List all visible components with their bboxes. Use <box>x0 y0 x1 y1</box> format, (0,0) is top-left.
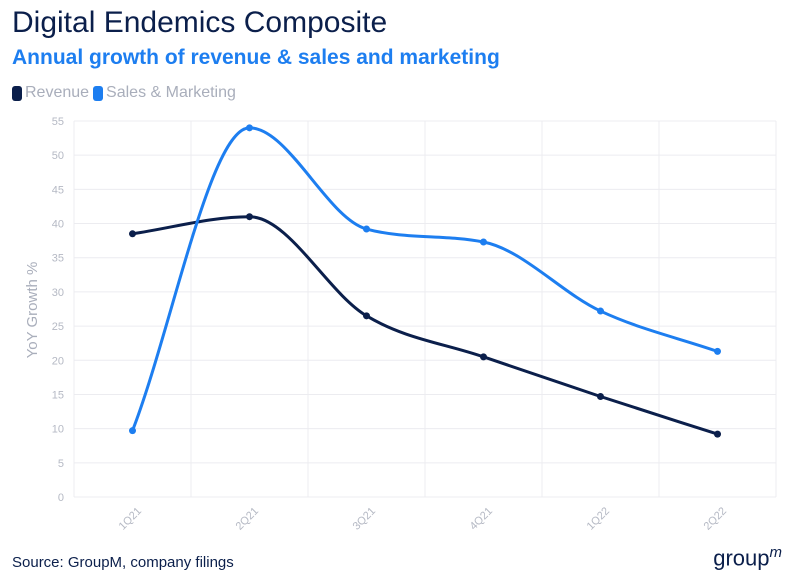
data-point-revenue-1q21 <box>129 230 136 238</box>
legend-swatch-sales-marketing <box>93 85 104 101</box>
x-tick-label: 3Q21 <box>351 505 379 533</box>
data-point-sales-marketing-1q22 <box>597 307 604 315</box>
y-tick-label: 30 <box>52 287 64 299</box>
y-tick-label: 20 <box>52 355 64 367</box>
x-tick-label: 4Q21 <box>468 505 496 533</box>
legend-swatch-revenue <box>12 85 22 101</box>
chart-subtitle: Annual growth of revenue & sales and mar… <box>12 46 500 69</box>
y-tick-label: 5 <box>58 458 64 470</box>
x-tick-label: 1Q22 <box>585 505 613 533</box>
data-point-sales-marketing-1q21 <box>129 427 136 435</box>
y-tick-label: 50 <box>52 150 64 162</box>
legend-item-sales-marketing[interactable]: Sales & Marketing <box>93 84 236 102</box>
data-point-revenue-1q22 <box>597 393 604 401</box>
legend: Revenue Sales & Marketing <box>12 84 240 102</box>
logo-sup: m <box>769 543 783 561</box>
data-point-sales-marketing-4q21 <box>480 238 487 246</box>
x-tick-label: 1Q21 <box>117 505 145 533</box>
y-tick-label: 25 <box>52 321 64 333</box>
logo-text: group <box>713 545 770 570</box>
legend-label-sales-marketing: Sales & Marketing <box>106 84 236 101</box>
data-point-revenue-3q21 <box>363 312 370 320</box>
y-tick-label: 45 <box>52 184 64 196</box>
source-note: Source: GroupM, company filings <box>12 554 234 571</box>
y-tick-label: 0 <box>58 492 64 504</box>
y-tick-label: 15 <box>52 389 64 401</box>
y-tick-label: 55 <box>52 116 64 128</box>
chart-title: Digital Endemics Composite <box>12 6 388 39</box>
data-point-sales-marketing-3q21 <box>363 225 370 233</box>
y-tick-label: 35 <box>52 253 64 265</box>
data-point-sales-marketing-2q21 <box>246 124 253 132</box>
y-tick-label: 40 <box>52 219 64 231</box>
y-axis-label: YoY Growth % <box>24 262 41 359</box>
data-point-revenue-2q21 <box>246 213 253 221</box>
data-point-revenue-2q22 <box>714 430 721 438</box>
groupm-logo: groupm <box>713 544 782 571</box>
x-tick-label: 2Q22 <box>702 505 730 533</box>
x-tick-label: 2Q21 <box>234 505 262 533</box>
y-tick-label: 10 <box>52 424 64 436</box>
legend-item-revenue[interactable]: Revenue <box>12 84 89 102</box>
legend-label-revenue: Revenue <box>25 84 90 101</box>
data-point-sales-marketing-2q22 <box>714 347 721 355</box>
data-point-revenue-4q21 <box>480 353 487 361</box>
